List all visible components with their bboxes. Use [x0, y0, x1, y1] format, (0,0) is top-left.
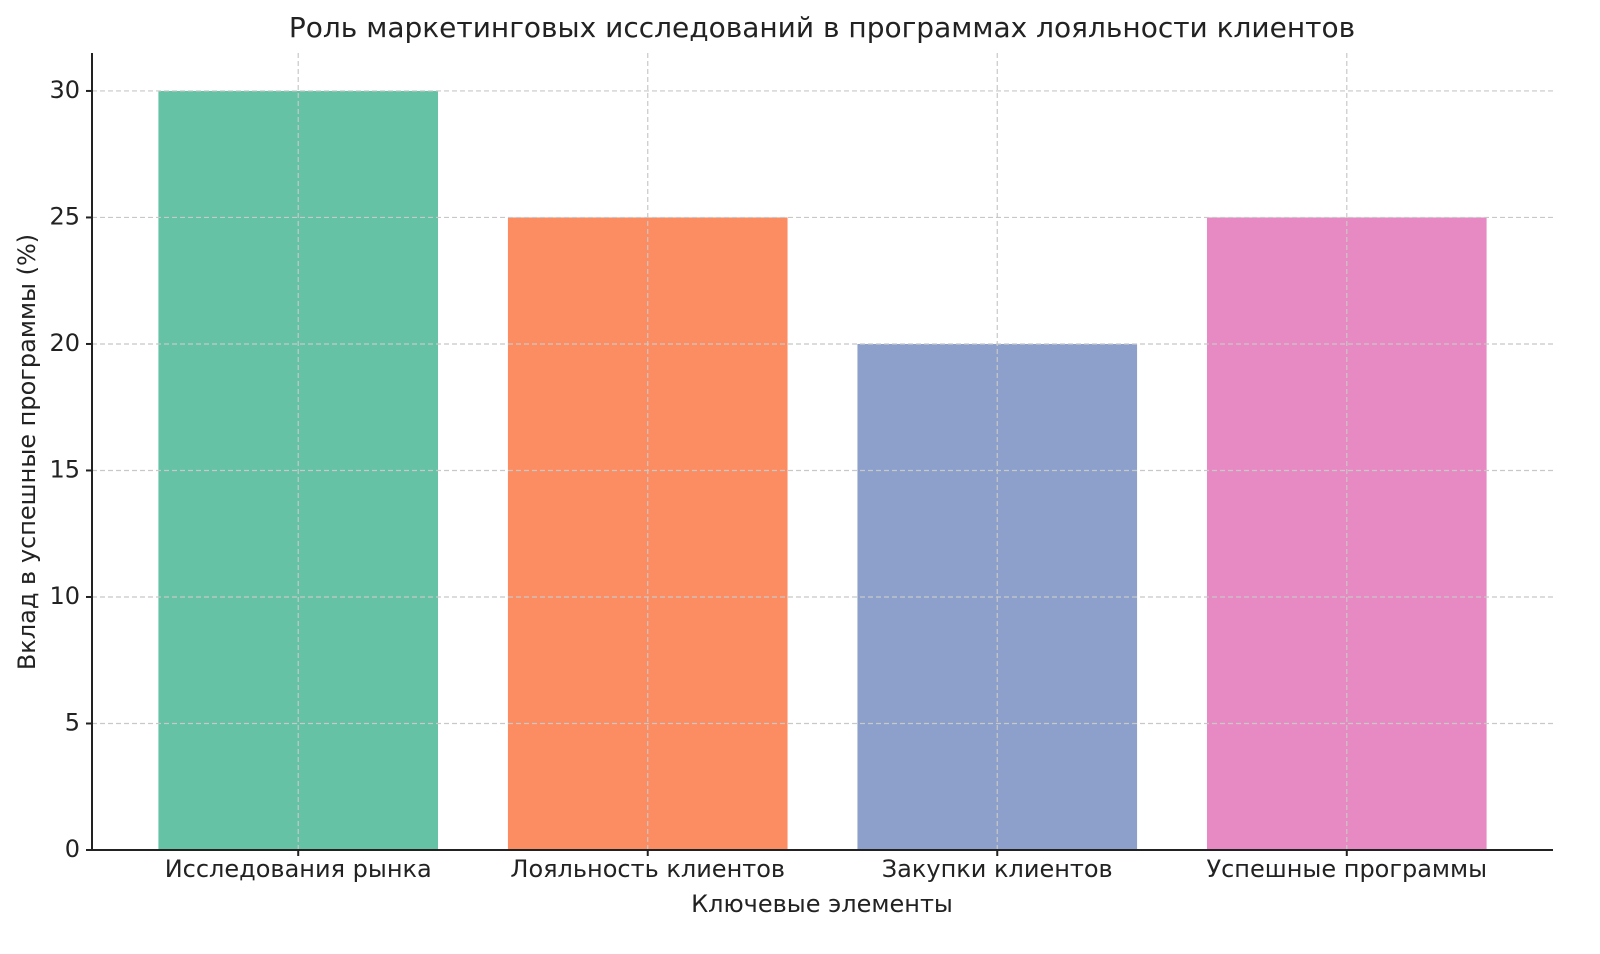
y-tick-label: 25 — [49, 202, 80, 230]
x-tick-label: Исследования рынка — [165, 855, 432, 883]
y-tick-label: 30 — [49, 76, 80, 104]
y-tick-label: 10 — [49, 582, 80, 610]
chart-title: Роль маркетинговых исследований в програ… — [289, 11, 1355, 44]
x-tick-label: Закупки клиентов — [882, 855, 1113, 883]
x-tick-label: Успешные программы — [1206, 855, 1487, 883]
y-tick-label: 0 — [65, 835, 80, 863]
x-axis-label: Ключевые элементы — [691, 890, 953, 918]
x-tick-label: Лояльность клиентов — [510, 855, 785, 883]
y-tick-label: 15 — [49, 455, 80, 483]
y-tick-label: 20 — [49, 329, 80, 357]
y-tick-label: 5 — [65, 708, 80, 736]
y-axis-label: Вклад в успешные программы (%) — [13, 234, 41, 670]
